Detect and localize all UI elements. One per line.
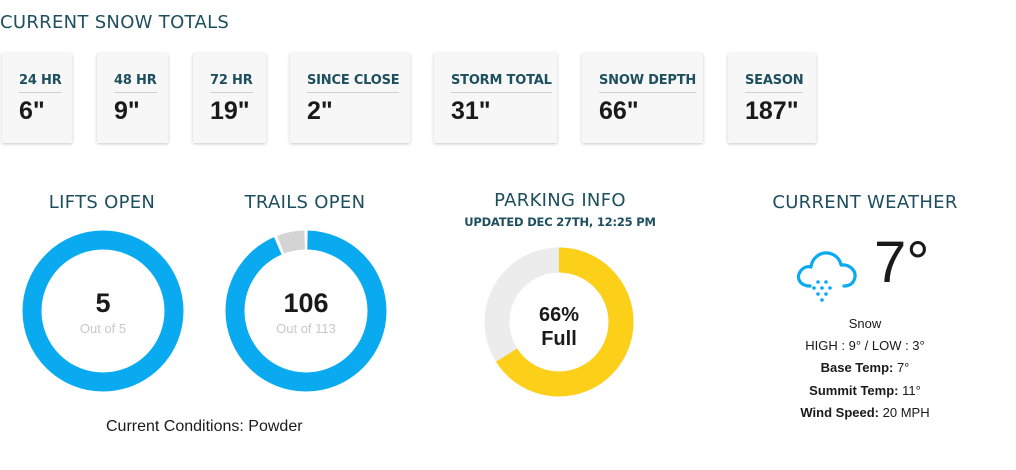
lifts-open-ring bbox=[22, 230, 184, 392]
snow-card-label: STORM TOTAL bbox=[451, 73, 552, 93]
trails-donut bbox=[225, 230, 387, 392]
snow-card-season: SEASON 187" bbox=[728, 53, 816, 143]
snow-card-label: 48 HR bbox=[114, 73, 157, 93]
snow-card-label: 72 HR bbox=[210, 73, 253, 93]
current-weather-title: CURRENT WEATHER bbox=[772, 192, 958, 213]
lifts-total: Out of 5 bbox=[79, 321, 127, 336]
snow-card-value: 187" bbox=[745, 97, 799, 125]
base-temp-value: 7° bbox=[893, 360, 910, 375]
summit-temp: Summit Temp: 11° bbox=[745, 383, 985, 398]
snow-totals-title: CURRENT SNOW TOTALS bbox=[0, 12, 230, 33]
snow-card-value: 2" bbox=[307, 97, 333, 125]
snow-card-label: SINCE CLOSE bbox=[307, 73, 400, 93]
snow-cloud-icon bbox=[796, 251, 857, 302]
snow-card-72hr: 72 HR 19" bbox=[193, 53, 266, 143]
trails-open-count: 106 bbox=[283, 288, 329, 318]
lifts-center: 5 Out of 5 bbox=[22, 288, 184, 337]
lifts-donut bbox=[22, 230, 184, 392]
base-temp-label: Base Temp: bbox=[820, 360, 894, 375]
parking-percent: 66% bbox=[538, 304, 580, 326]
base-temp: Base Temp: 7° bbox=[745, 360, 985, 375]
wind-speed-label: Wind Speed: bbox=[800, 405, 880, 420]
wind-speed: Wind Speed: 20 MPH bbox=[745, 405, 985, 420]
trails-center: 106 Out of 113 bbox=[225, 288, 387, 337]
snow-card-label: SNOW DEPTH bbox=[599, 73, 696, 93]
wind-speed-value: 20 MPH bbox=[879, 405, 930, 420]
snow-card-48hr: 48 HR 9" bbox=[97, 53, 168, 143]
snow-card-24hr: 24 HR 6" bbox=[2, 53, 72, 143]
snow-card-snow-depth: SNOW DEPTH 66" bbox=[582, 53, 703, 143]
parking-center: 66% Full bbox=[484, 303, 634, 351]
high-low: HIGH : 9° / LOW : 3° bbox=[805, 338, 925, 353]
snow-card-value: 9" bbox=[114, 97, 140, 125]
summit-temp-label: Summit Temp: bbox=[809, 383, 899, 398]
current-conditions: Current Conditions: Powder bbox=[106, 418, 303, 435]
snow-card-storm-total: STORM TOTAL 31" bbox=[434, 53, 557, 143]
snow-card-value: 6" bbox=[19, 97, 45, 125]
parking-full-label: Full bbox=[541, 328, 577, 350]
snow-card-label: SEASON bbox=[745, 73, 804, 93]
lifts-open-count: 5 bbox=[95, 288, 111, 318]
weather-condition: Snow bbox=[848, 316, 882, 331]
trails-total: Out of 113 bbox=[276, 321, 336, 336]
snow-card-label: 24 HR bbox=[19, 73, 62, 93]
parking-donut bbox=[484, 247, 634, 397]
parking-info-title: PARKING INFO bbox=[494, 190, 626, 211]
trails-open-title: TRAILS OPEN bbox=[244, 192, 366, 213]
parking-updated: UPDATED DEC 27TH, 12:25 PM bbox=[464, 215, 656, 229]
parking-full-arc bbox=[484, 247, 634, 397]
snow-card-value: 66" bbox=[599, 97, 639, 125]
summit-temp-value: 11° bbox=[898, 383, 921, 398]
snow-card-value: 19" bbox=[210, 97, 250, 125]
current-temp: 7° bbox=[874, 230, 930, 295]
trails-open-arc bbox=[225, 230, 387, 392]
snow-card-since-close: SINCE CLOSE 2" bbox=[290, 53, 410, 143]
snow-card-value: 31" bbox=[451, 97, 491, 125]
lifts-open-title: LIFTS OPEN bbox=[48, 192, 156, 213]
